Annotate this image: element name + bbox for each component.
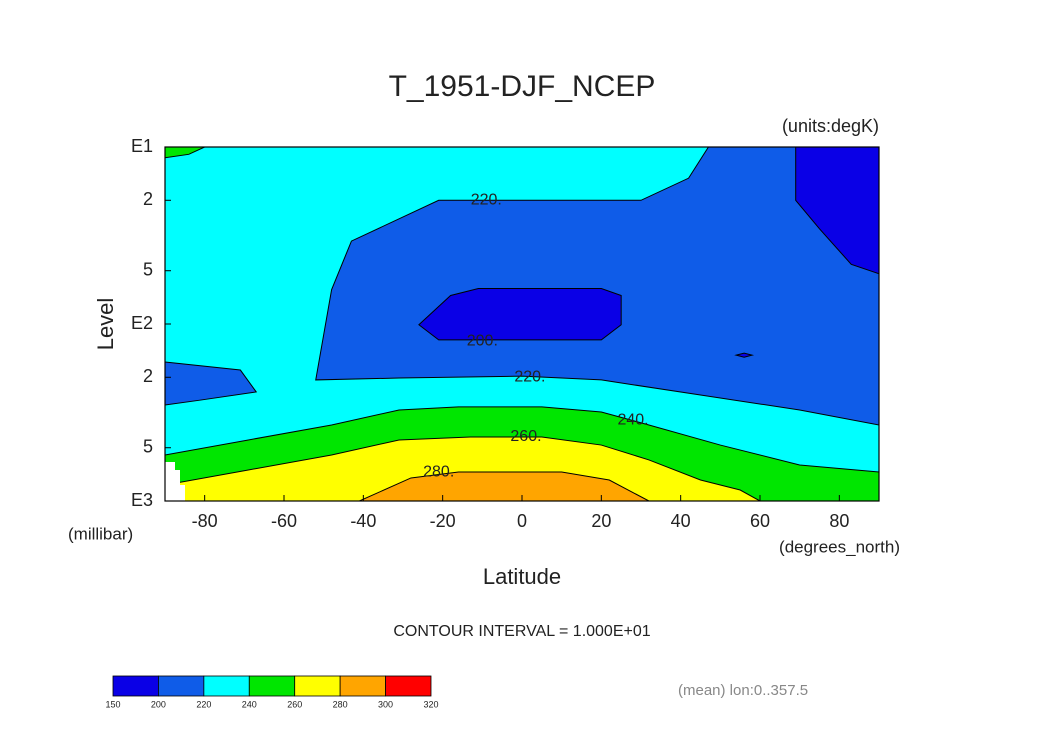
y-tick-label: 5 [143,259,153,279]
x-units: (degrees_north) [779,537,900,556]
missing-data [165,462,185,501]
contour-label: 200. [467,332,498,349]
colorbar-box [294,675,341,697]
contour-region [734,352,755,358]
contour-label: 240. [617,411,648,428]
contour-interval: CONTOUR INTERVAL = 1.000E+01 [393,623,650,640]
colorbar-label: 320 [423,699,438,709]
x-tick-label: 40 [671,511,691,531]
x-tick-label: -20 [430,511,456,531]
contour-region [795,147,879,275]
colorbar-label: 200 [151,699,166,709]
colorbar-label: 150 [105,699,120,709]
y-axis-label: Level [93,298,118,351]
chart-title: T_1951-DJF_NCEP [389,70,656,103]
y-tick-label: 2 [143,366,153,386]
x-tick-label: 20 [591,511,611,531]
colorbar-label: 300 [378,699,393,709]
colorbar-label: 260 [287,699,302,709]
colorbar-box [112,675,159,697]
contour-region [165,147,205,159]
y-tick-label: 2 [143,189,153,209]
colorbar-box [339,675,386,697]
x-tick-label: 60 [750,511,770,531]
y-units: (millibar) [68,524,133,543]
x-tick-label: -40 [350,511,376,531]
contour-region [359,471,650,501]
x-tick-label: -80 [192,511,218,531]
y-tick-label: 5 [143,436,153,456]
x-tick-label: 80 [829,511,849,531]
colorbar-box [385,675,432,697]
colorbar-box [248,675,296,697]
colorbar-label: 280 [333,699,348,709]
contour-label: 280. [423,464,454,481]
y-tick-label: E2 [131,313,153,333]
x-tick-label: 0 [517,511,527,531]
units-label: (units:degK) [782,116,879,136]
colorbar-box [158,675,205,697]
contour-label: 260. [510,428,541,445]
y-tick-label: E1 [131,136,153,156]
contour-fills: 220. 200. 220. 240. 260. 280. [165,147,879,501]
contour-label: 220. [471,192,502,209]
x-tick-label: -60 [271,511,297,531]
colorbar-box [203,675,250,697]
colorbar-label: 220 [196,699,211,709]
x-axis-label: Latitude [483,564,561,589]
contour-label: 220. [514,369,545,386]
y-tick-label: E3 [131,490,153,510]
contour-region [165,361,258,406]
footnote: (mean) lon:0..357.5 [678,682,808,699]
colorbar-label: 240 [242,699,257,709]
contour-region [418,287,622,341]
